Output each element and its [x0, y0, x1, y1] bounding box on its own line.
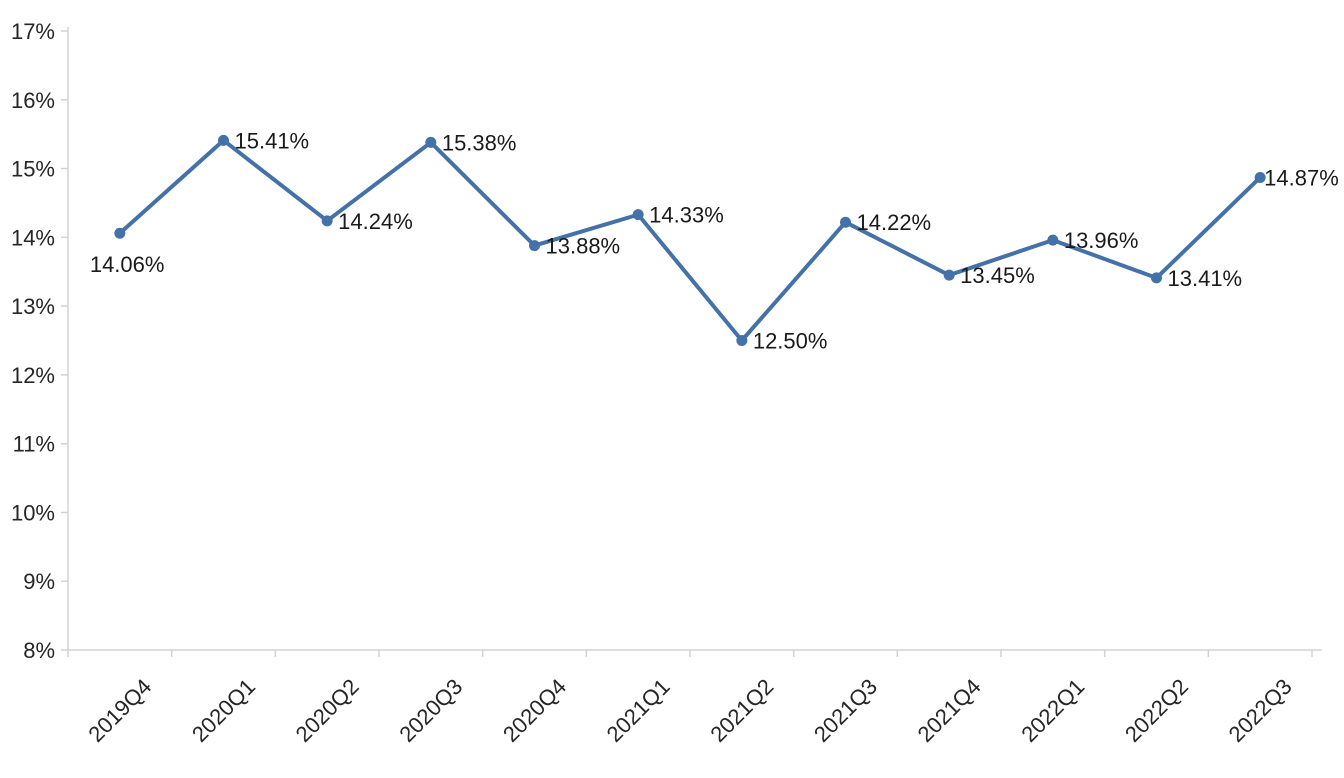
x-tick-label: 2020Q1 [187, 674, 260, 747]
data-point [632, 209, 644, 221]
x-tick-label: 2020Q4 [498, 674, 571, 747]
y-tick-label: 12% [11, 363, 55, 388]
data-label: 12.50% [753, 329, 828, 354]
x-tick-label: 2022Q3 [1224, 674, 1297, 747]
y-tick-label: 17% [11, 19, 55, 44]
y-tick-label: 11% [13, 432, 55, 457]
data-point [736, 335, 748, 346]
data-point [1254, 171, 1266, 183]
data-point [218, 134, 229, 146]
x-tick-label: 2021Q4 [913, 674, 986, 747]
x-tick-label: 2021Q3 [809, 674, 882, 747]
y-tick-label: 15% [11, 157, 55, 182]
data-label: 14.22% [857, 210, 932, 235]
data-point [943, 269, 955, 281]
data-point [1151, 272, 1162, 284]
data-label: 14.06% [90, 252, 165, 277]
x-tick-label: 2019Q4 [83, 674, 156, 747]
data-point [321, 215, 333, 227]
y-tick-label: 13% [11, 294, 55, 319]
data-label: 13.88% [546, 234, 621, 259]
x-tick-label: 2020Q3 [394, 674, 467, 747]
y-tick-label: 14% [11, 225, 55, 250]
data-label: 14.24% [338, 209, 413, 234]
data-label: 15.38% [442, 130, 517, 155]
data-label: 13.96% [1064, 228, 1139, 253]
data-point [1047, 234, 1059, 246]
y-tick-label: 10% [11, 500, 55, 525]
data-point [425, 136, 437, 148]
data-label: 15.41% [235, 128, 310, 153]
data-point [529, 240, 540, 252]
y-tick-label: 9% [23, 569, 55, 594]
x-tick-label: 2021Q1 [602, 674, 675, 747]
x-tick-label: 2020Q2 [291, 674, 364, 747]
x-tick-label: 2022Q2 [1120, 674, 1193, 747]
data-label: 14.87% [1264, 165, 1339, 190]
data-point [840, 216, 851, 228]
data-label: 13.41% [1168, 266, 1243, 291]
data-point [114, 227, 126, 239]
y-tick-label: 8% [23, 638, 55, 663]
x-tick-label: 2022Q1 [1016, 674, 1089, 747]
x-tick-label: 2021Q2 [705, 674, 778, 747]
data-label: 13.45% [960, 263, 1035, 288]
y-tick-label: 16% [11, 88, 55, 113]
series-line [117, 138, 1263, 343]
data-label: 14.33% [649, 203, 724, 228]
